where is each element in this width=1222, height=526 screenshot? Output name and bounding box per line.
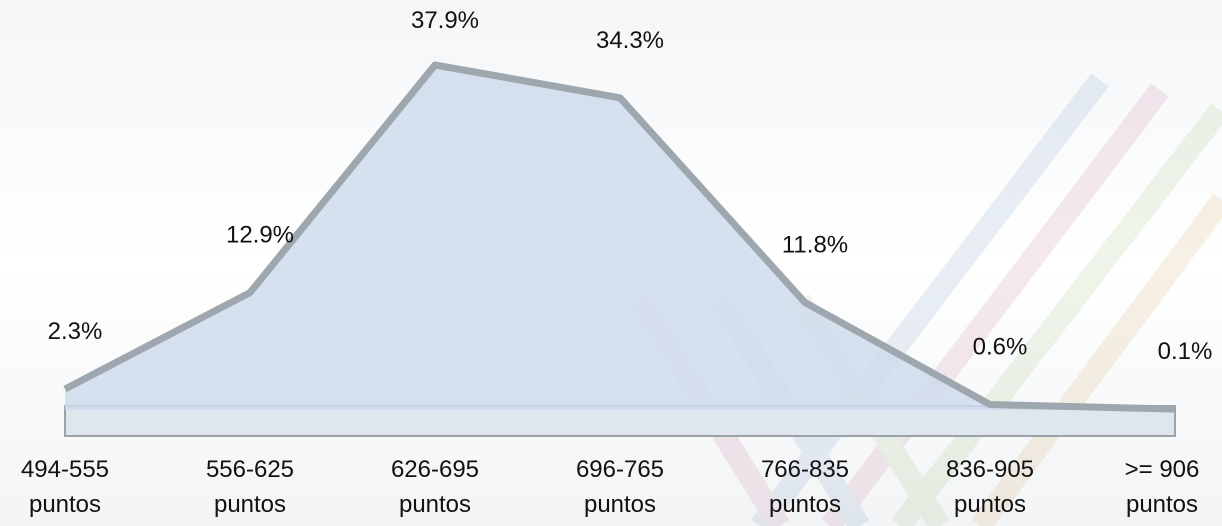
x-tick-label: 836-905 puntos [945, 456, 1035, 518]
value-label: 0.6% [973, 334, 1028, 361]
x-tick-label: 556-625 puntos [205, 456, 295, 518]
floor [64, 405, 1176, 437]
value-label: 2.3% [48, 318, 103, 345]
x-tick-label: 626-695 puntos [390, 456, 480, 518]
value-label: 11.8% [782, 232, 848, 259]
value-label: 37.9% [411, 7, 479, 34]
x-tick-label: 494-555 puntos [20, 456, 110, 518]
area [65, 65, 1175, 410]
x-tick-label: 696-765 puntos [575, 456, 665, 518]
area-line [63, 61, 1176, 413]
x-tick-label: 766-835 puntos [760, 456, 850, 518]
x-tick-label: >= 906 puntos [1124, 456, 1200, 518]
value-label: 12.9% [226, 222, 294, 249]
value-label: 0.1% [1158, 338, 1213, 365]
value-label: 34.3% [596, 27, 664, 54]
